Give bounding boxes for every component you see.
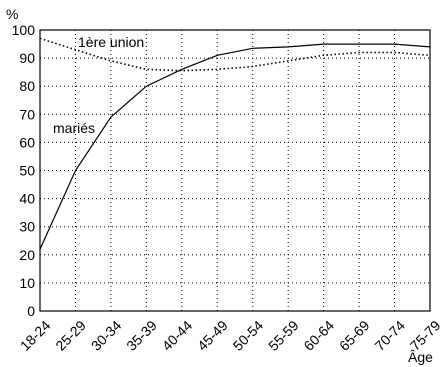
plot-frame (39, 29, 431, 312)
y-tick-label: 80 (19, 78, 35, 94)
series-label-first-union: 1ère union (78, 34, 144, 50)
y-tick-labels: 0 10 20 30 40 50 60 70 80 90 100 (12, 22, 36, 319)
x-tick-labels: 18-2425-2930-3435-3940-4445-4950-5455-59… (17, 317, 443, 354)
grid-layer (40, 30, 430, 311)
x-tick-label: 35-39 (123, 317, 160, 354)
x-tick-label: 25-29 (52, 317, 89, 354)
y-tick-label: 50 (19, 163, 35, 179)
series-line-married (39, 43, 431, 250)
y-tick-label: 40 (19, 191, 35, 207)
y-tick-label: 70 (19, 106, 35, 122)
x-tick-label: 30-34 (88, 317, 125, 354)
y-axis-label: % (6, 6, 18, 22)
x-tick-label: 70-74 (371, 317, 408, 354)
x-tick-label: 60-64 (300, 317, 337, 354)
y-tick-label: 100 (12, 22, 36, 38)
x-tick-label: 18-24 (17, 317, 54, 354)
y-tick-label: 10 (19, 275, 35, 291)
x-tick-label: 50-54 (230, 317, 267, 354)
y-tick-label: 90 (19, 50, 35, 66)
x-axis-label: Âge (408, 349, 433, 365)
x-tick-label: 65-69 (336, 317, 373, 354)
x-tick-label: 40-44 (159, 317, 196, 354)
y-tick-label: 30 (19, 219, 35, 235)
series-label-married: mariés (53, 120, 95, 136)
x-tick-label: 55-59 (265, 317, 302, 354)
y-tick-label: 60 (19, 134, 35, 150)
x-tick-label: 45-49 (194, 317, 231, 354)
series-layer (39, 37, 431, 250)
series-line-first-union (39, 37, 431, 72)
y-tick-label: 20 (19, 247, 35, 263)
y-tick-label: 0 (27, 303, 35, 319)
